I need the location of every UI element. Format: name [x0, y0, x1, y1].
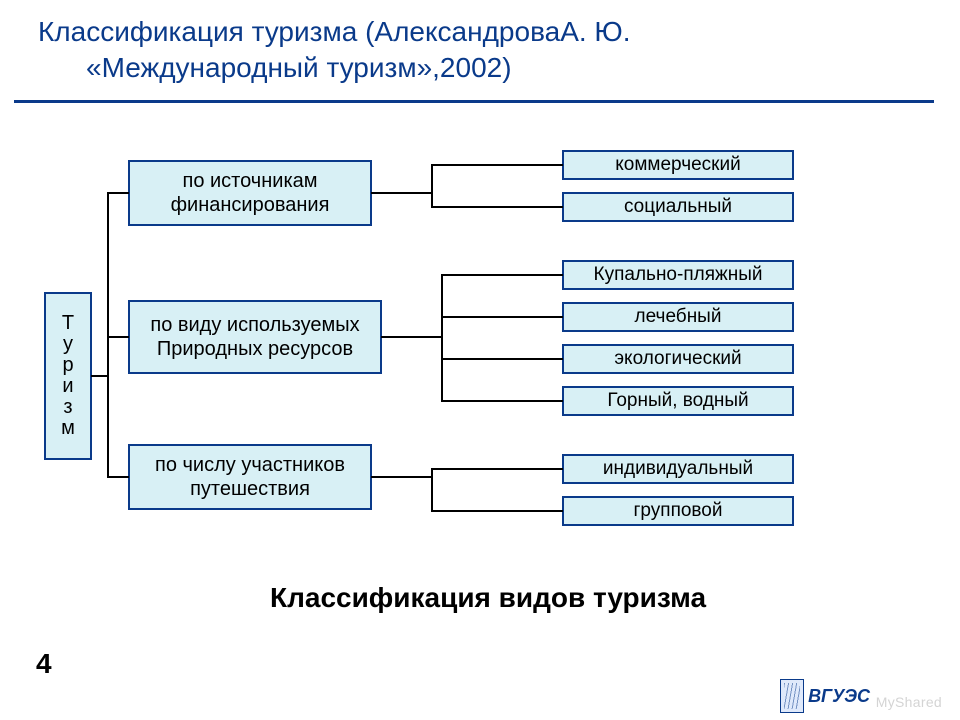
leaf-node: Купально-пляжный	[562, 260, 794, 290]
leaf-node: Горный, водный	[562, 386, 794, 416]
category-node: по числу участниковпутешествия	[128, 444, 372, 510]
subtitle: Классификация видов туризма	[270, 582, 706, 614]
page-number: 4	[36, 648, 52, 680]
leaf-node: индивидуальный	[562, 454, 794, 484]
leaf-node: групповой	[562, 496, 794, 526]
logo-emblem-icon	[780, 679, 804, 713]
watermark: MyShared	[876, 694, 942, 710]
logo-text: ВГУЭС	[808, 686, 870, 707]
slide-title: Классификация туризма (АлександроваА. Ю.	[38, 14, 631, 49]
leaf-node: социальный	[562, 192, 794, 222]
root-node: Туризм	[44, 292, 92, 460]
leaf-node: экологический	[562, 344, 794, 374]
leaf-node: коммерческий	[562, 150, 794, 180]
title-rule	[14, 100, 934, 103]
leaf-node: лечебный	[562, 302, 794, 332]
category-node: по источникамфинансирования	[128, 160, 372, 226]
logo: ВГУЭС	[780, 678, 870, 714]
category-node: по виду используемыхПриродных ресурсов	[128, 300, 382, 374]
slide-title-line2: «Международный туризм»,2002)	[86, 50, 512, 85]
